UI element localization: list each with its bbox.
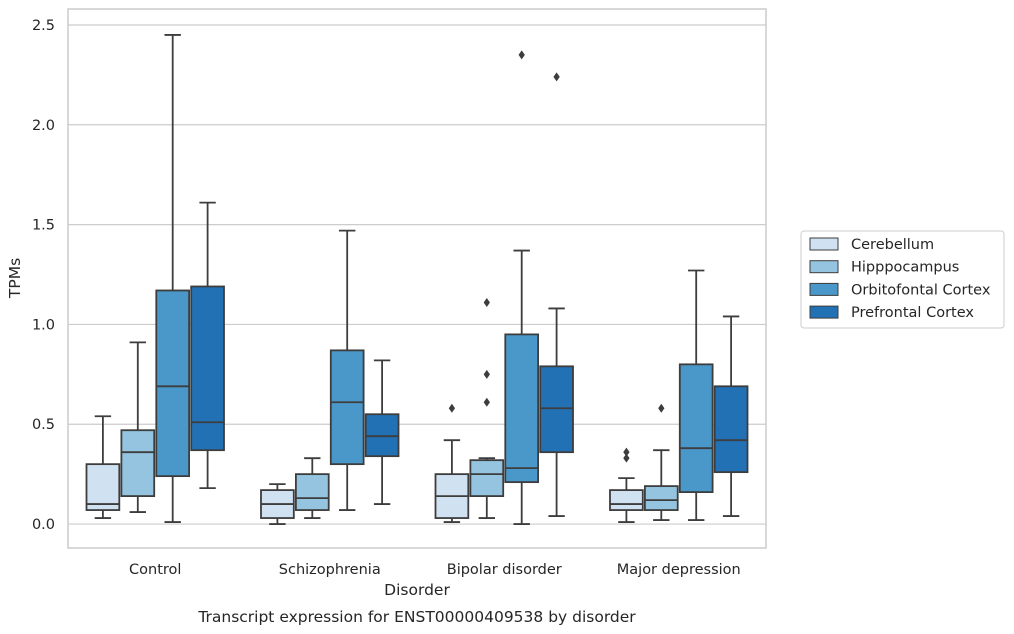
legend-swatch (809, 282, 839, 296)
box-plot (504, 50, 540, 525)
legend-label: Cerebellum (851, 237, 934, 253)
chart-caption: Transcript expression for ENST0000040953… (197, 608, 636, 626)
outlier-point (623, 453, 630, 463)
box-plot (364, 359, 400, 505)
y-tick-label: 0.5 (32, 417, 55, 433)
y-tick-label: 1.0 (32, 317, 55, 333)
box-plot (678, 269, 714, 521)
outlier-point (483, 369, 490, 379)
legend-label: Hipppocampus (851, 260, 959, 276)
box-plot (434, 403, 470, 523)
legend-item: Hipppocampus (809, 260, 959, 276)
box-plot (469, 297, 505, 519)
box-plot (85, 415, 121, 519)
box-iqr (469, 459, 505, 497)
outlier-point (658, 403, 665, 413)
box-plot (120, 341, 156, 513)
legend-item: Prefrontal Cortex (809, 305, 974, 321)
outlier-point (518, 50, 525, 60)
x-tick-label: Schizophrenia (279, 562, 381, 578)
box-iqr (609, 489, 644, 511)
box-plot (713, 315, 749, 517)
box-iqr (329, 349, 365, 466)
outlier-point (448, 403, 456, 413)
box-iqr (713, 385, 749, 474)
box-plot (329, 229, 365, 511)
y-tick-label: 2.5 (32, 18, 55, 34)
legend-swatch (809, 305, 839, 319)
legend-label: Prefrontal Cortex (851, 305, 974, 321)
series-0 (85, 403, 644, 525)
box-iqr (678, 363, 714, 494)
outlier-point (483, 297, 490, 307)
outlier-point (483, 397, 490, 407)
x-tick-labels: Control Schizophrenia Bipolar disorder Majo… (129, 562, 741, 578)
series-1 (120, 297, 679, 521)
box-iqr (155, 289, 191, 478)
box-iqr (364, 413, 400, 458)
outlier-point (623, 447, 630, 457)
x-axis-title: Disorder (384, 581, 450, 599)
box-plot (190, 201, 225, 490)
box-iqr (504, 333, 540, 484)
y-tick-labels: 0.0 0.5 1.0 1.5 2.0 2.5 (32, 18, 55, 533)
legend-swatch (809, 260, 839, 274)
x-tick-label: Bipolar disorder (447, 562, 562, 578)
series-3 (190, 72, 749, 517)
y-axis-title: TPMs (6, 258, 24, 299)
legend-item: Orbitofontal Cortex (809, 282, 991, 298)
legend-label: Orbitofontal Cortex (851, 282, 991, 298)
box-iqr (85, 463, 121, 511)
y-tick-label: 1.5 (32, 218, 55, 234)
box-plot (539, 72, 574, 517)
y-tick-label: 2.0 (32, 118, 55, 134)
box-iqr (294, 473, 330, 511)
box-iqr (120, 429, 156, 497)
x-tick-label: Major depression (617, 562, 741, 578)
legend-swatch (809, 237, 839, 251)
legend-frame (800, 230, 1005, 329)
legend: Cerebellum Hipppocampus Orbitofontal Corte… (800, 230, 1005, 329)
plot-frame (67, 8, 767, 549)
box-plot (260, 483, 295, 525)
box-plot (643, 403, 679, 521)
box-iqr (643, 485, 679, 511)
box-series (85, 34, 749, 525)
box-plot (294, 457, 330, 519)
y-tick-label: 0.0 (32, 517, 55, 533)
box-plot (155, 34, 191, 523)
series-2 (155, 34, 714, 525)
outlier-point (553, 72, 560, 82)
legend-item: Cerebellum (809, 237, 934, 253)
box-iqr (190, 285, 225, 452)
box-plot (609, 447, 644, 523)
box-iqr (539, 365, 574, 454)
x-tick-label: Control (129, 562, 181, 578)
